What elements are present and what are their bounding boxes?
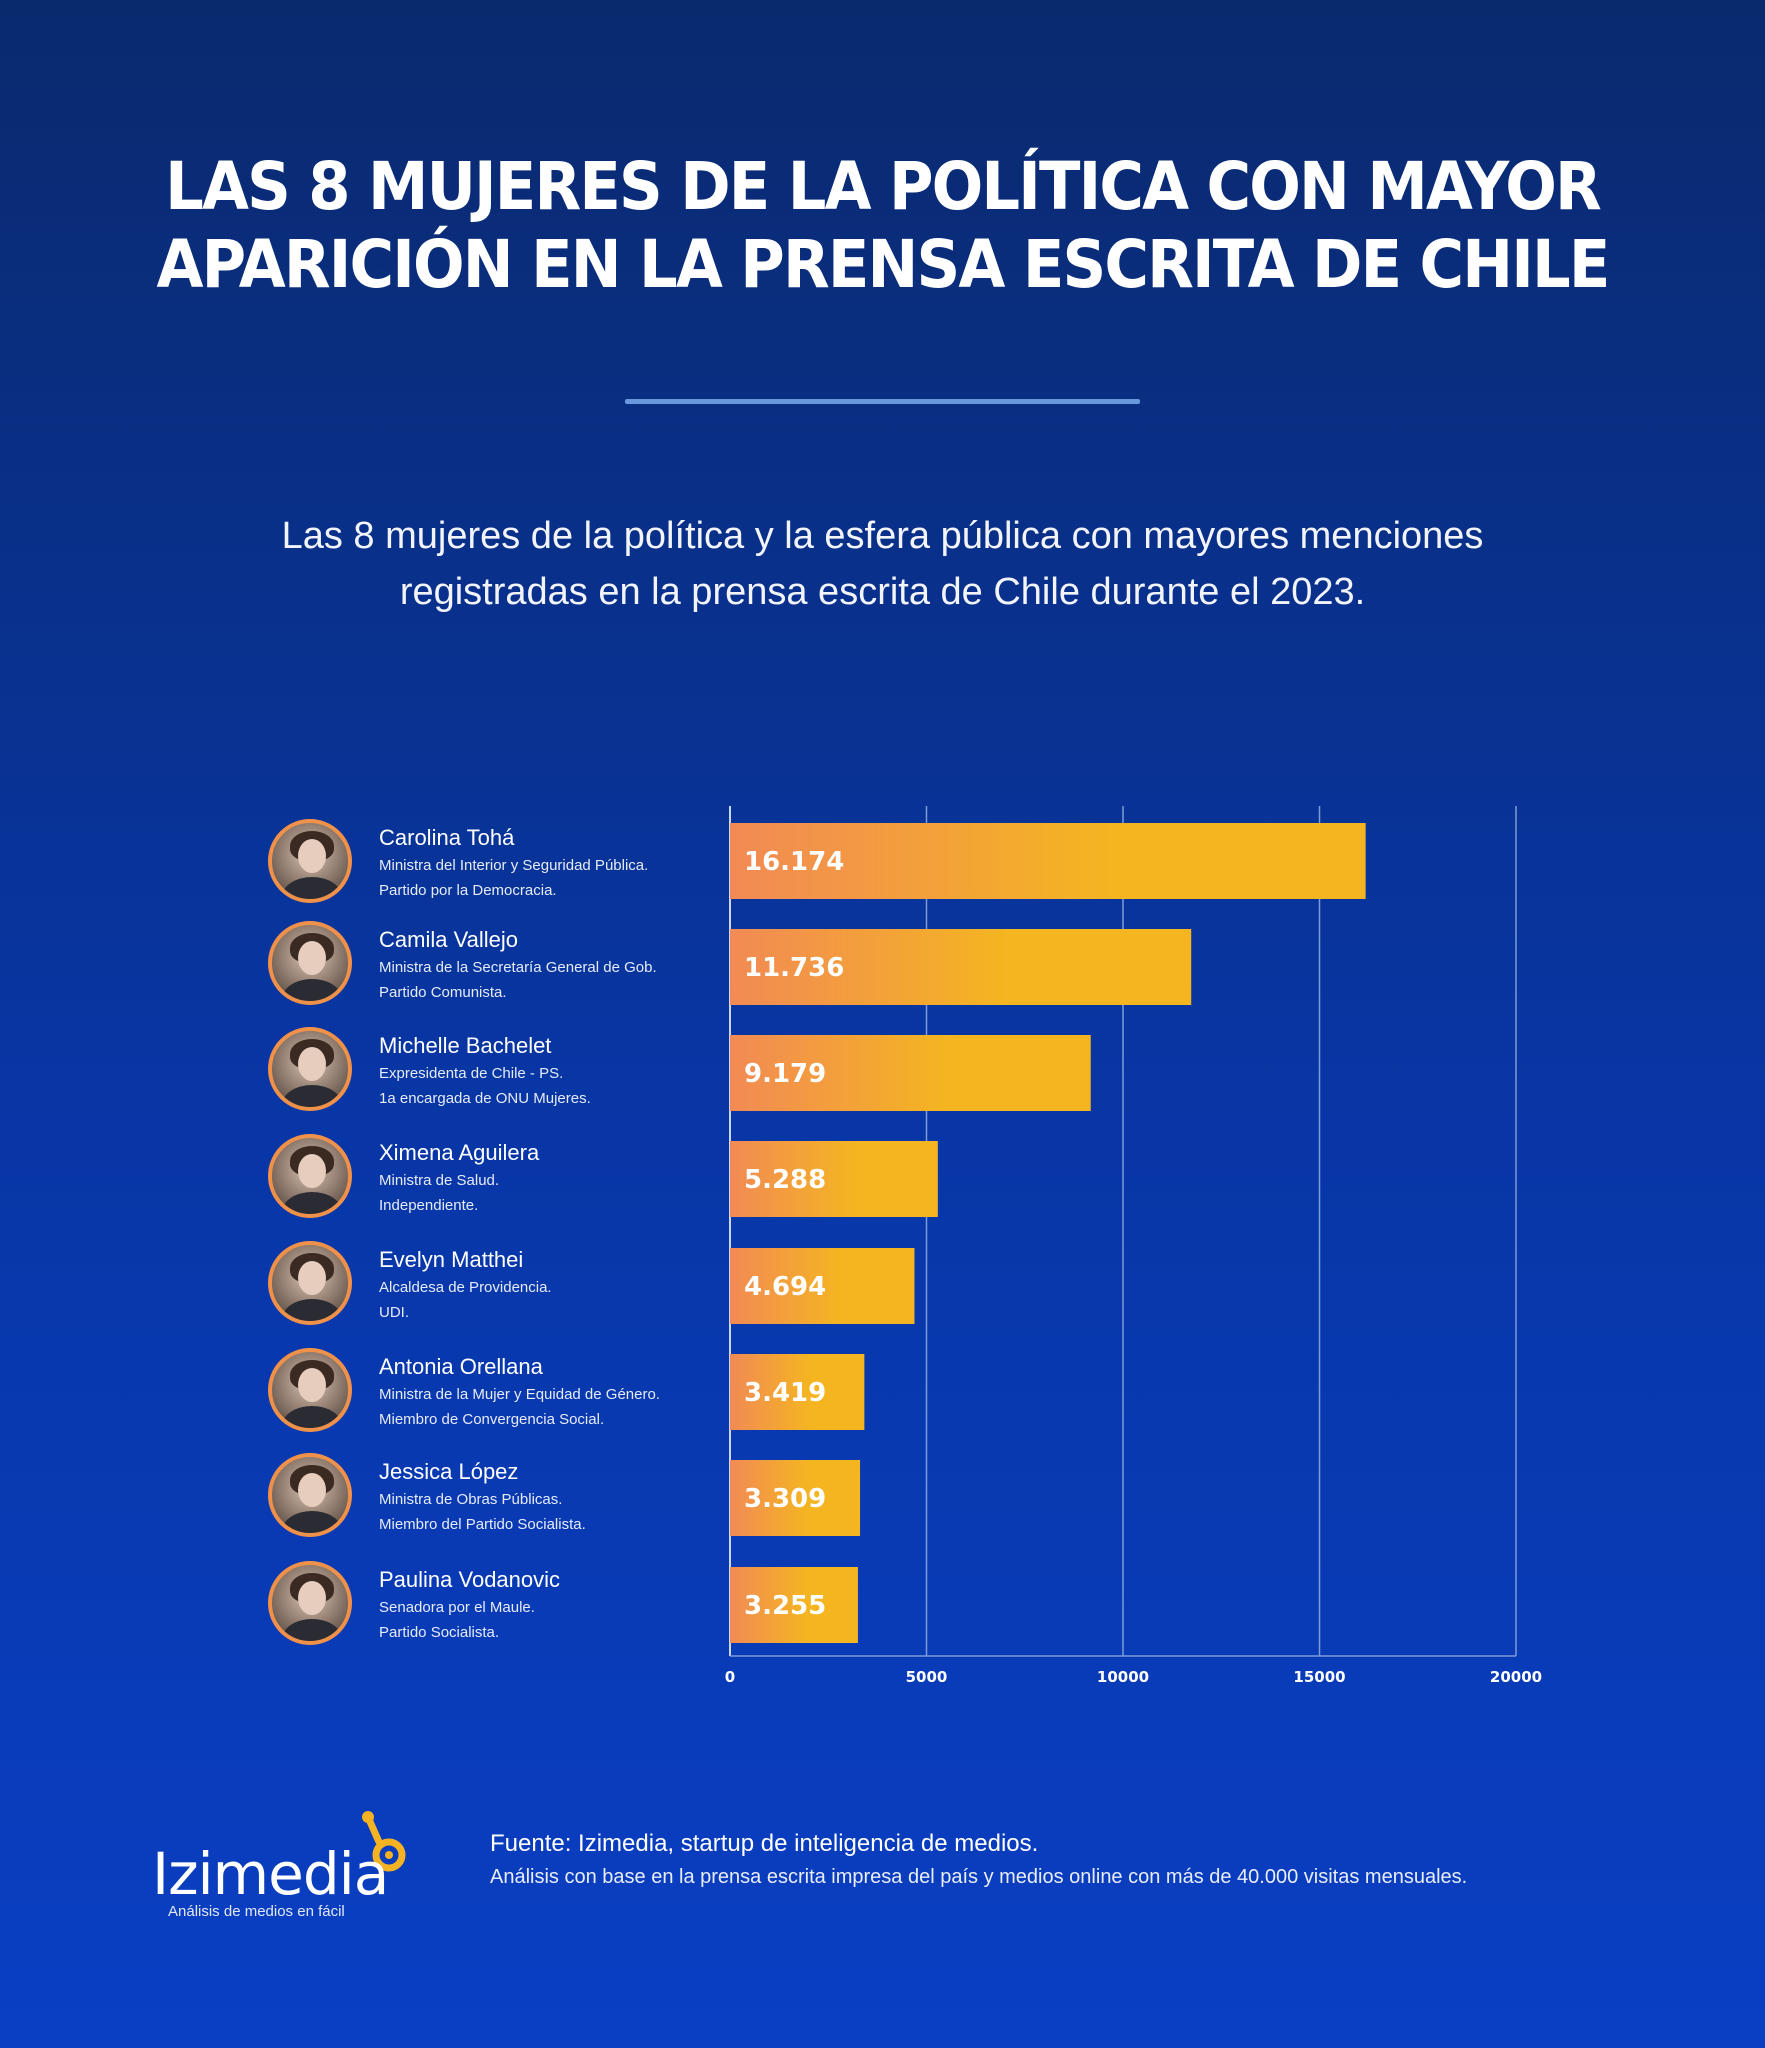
avatar — [268, 1453, 352, 1537]
list-item: Carolina Tohá Ministra del Interior y Se… — [268, 819, 728, 905]
person-party: Partido Comunista. — [379, 984, 507, 1001]
list-item: Antonia Orellana Ministra de la Mujer y … — [268, 1348, 728, 1434]
bar — [730, 929, 1192, 1005]
person-name: Jessica López — [379, 1459, 519, 1484]
person-role: Ministra de la Secretaría General de Gob… — [379, 959, 657, 976]
logo: Izimedia — [152, 1840, 389, 1908]
avatar — [268, 1561, 352, 1645]
x-tick-label: 10000 — [1097, 1668, 1149, 1686]
person-name: Ximena Aguilera — [379, 1140, 540, 1165]
bar-value-label: 3.255 — [744, 1591, 826, 1621]
person-party: Partido por la Democracia. — [379, 882, 557, 899]
person-name: Camila Vallejo — [379, 927, 518, 952]
bar — [730, 1460, 861, 1536]
person-party: Miembro del Partido Socialista. — [379, 1516, 586, 1533]
person-party: UDI. — [379, 1304, 409, 1321]
source-line-2: Análisis con base en la prensa escrita i… — [490, 1866, 1468, 1888]
person-name: Evelyn Matthei — [379, 1247, 524, 1272]
avatar — [268, 921, 352, 1005]
person-party: 1a encargada de ONU Mujeres. — [379, 1090, 591, 1107]
bar-value-label: 11.736 — [744, 953, 844, 983]
bar-value-label: 9.179 — [744, 1059, 826, 1089]
bar — [730, 1035, 1091, 1111]
list-item: Camila Vallejo Ministra de la Secretaría… — [268, 921, 728, 1007]
person-role: Ministra de la Mujer y Equidad de Género… — [379, 1386, 660, 1403]
title-line-2: APARICIÓN EN LA PRENSA ESCRITA DE CHILE — [156, 226, 1610, 303]
person-role: Ministra del Interior y Seguridad Públic… — [379, 857, 649, 874]
person-role: Alcaldesa de Providencia. — [379, 1279, 552, 1296]
avatar — [268, 1348, 352, 1432]
bar — [730, 1567, 858, 1643]
person-role: Ministra de Salud. — [379, 1172, 500, 1189]
bar-value-label: 3.419 — [744, 1378, 826, 1408]
logo-mark-icon — [362, 1811, 406, 1872]
list-item: Paulina Vodanovic Senadora por el Maule.… — [268, 1561, 728, 1647]
x-tick-label: 0 — [725, 1668, 735, 1686]
person-role: Expresidenta de Chile - PS. — [379, 1065, 564, 1082]
bar-value-label: 16.174 — [744, 847, 844, 877]
person-name: Carolina Tohá — [379, 825, 515, 850]
bar-value-label: 5.288 — [744, 1165, 826, 1195]
subtitle-line-1: Las 8 mujeres de la política y la esfera… — [281, 515, 1484, 557]
avatar — [268, 1134, 352, 1218]
bar-value-label: 4.694 — [744, 1272, 826, 1302]
bar-value-label: 3.309 — [744, 1484, 826, 1514]
person-role: Senadora por el Maule. — [379, 1599, 535, 1616]
list-item: Michelle Bachelet Expresidenta de Chile … — [268, 1027, 728, 1113]
page-subtitle: Las 8 mujeres de la política y la esfera… — [0, 508, 1765, 620]
page-title: LAS 8 MUJERES DE LA POLÍTICA CON MAYOR A… — [71, 148, 1695, 304]
list-item: Jessica López Ministra de Obras Públicas… — [268, 1453, 728, 1539]
person-party: Miembro de Convergencia Social. — [379, 1411, 605, 1428]
person-name: Michelle Bachelet — [379, 1033, 552, 1058]
logo-tagline: Análisis de medios en fácil — [168, 1903, 345, 1920]
bar — [730, 823, 1366, 899]
bar — [730, 1248, 915, 1324]
title-divider — [625, 399, 1140, 404]
avatar — [268, 819, 352, 903]
person-name: Antonia Orellana — [379, 1354, 543, 1379]
source-line-1: Fuente: Izimedia, startup de inteligenci… — [490, 1830, 1039, 1857]
x-tick-label: 15000 — [1293, 1668, 1345, 1686]
person-name: Paulina Vodanovic — [379, 1567, 561, 1592]
list-item: Evelyn Matthei Alcaldesa de Providencia.… — [268, 1241, 728, 1327]
title-line-1: LAS 8 MUJERES DE LA POLÍTICA CON MAYOR — [165, 148, 1602, 225]
person-role: Ministra de Obras Públicas. — [379, 1491, 563, 1508]
bar — [730, 1141, 938, 1217]
x-tick-label: 20000 — [1490, 1668, 1542, 1686]
list-item: Ximena Aguilera Ministra de Salud. Indep… — [268, 1134, 728, 1220]
person-party: Partido Socialista. — [379, 1624, 500, 1641]
x-tick-label: 5000 — [906, 1668, 948, 1686]
avatar — [268, 1027, 352, 1111]
subtitle-line-2: registradas en la prensa escrita de Chil… — [399, 571, 1366, 613]
bar — [730, 1354, 865, 1430]
person-party: Independiente. — [379, 1197, 479, 1214]
avatar — [268, 1241, 352, 1325]
